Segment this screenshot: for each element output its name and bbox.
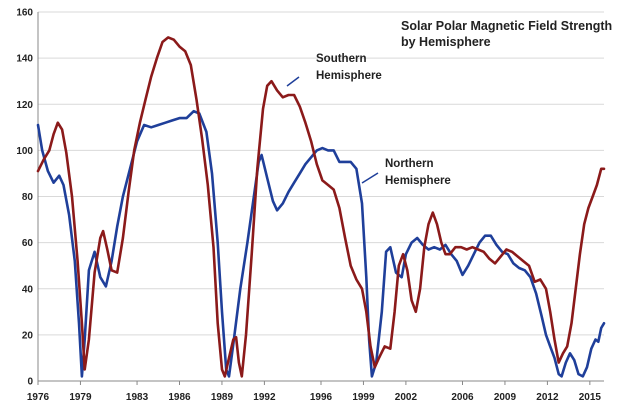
y-tick-label: 100 <box>16 146 33 157</box>
y-tick-label: 40 <box>22 284 34 295</box>
y-tick-label: 80 <box>22 192 34 203</box>
axes <box>37 12 604 385</box>
northern-hemisphere-pointer <box>361 172 379 184</box>
x-tick-label: 1979 <box>69 392 92 403</box>
southern-hemisphere-label-line1: Southern <box>316 53 366 65</box>
x-tick-label: 1992 <box>253 392 276 403</box>
chart-title-line2: by Hemisphere <box>401 35 491 49</box>
y-tick-label: 20 <box>22 330 34 341</box>
northern-hemisphere-line <box>36 109 606 378</box>
x-tick-label: 2012 <box>536 392 559 403</box>
gridlines <box>38 11 604 336</box>
x-tick-label: 1996 <box>310 392 333 403</box>
x-tick-label: 1983 <box>126 392 149 403</box>
y-tick-label: 140 <box>16 54 33 65</box>
x-tick-label: 2006 <box>451 392 474 403</box>
northern-hemisphere-label-line2: Hemisphere <box>385 175 451 187</box>
southern-hemisphere-pointer <box>286 76 300 87</box>
x-tick-label: 1976 <box>27 392 50 403</box>
y-tick-label: 160 <box>16 8 33 19</box>
y-tick-label: 0 <box>27 377 33 388</box>
northern-hemisphere-label-line1: Northern <box>385 158 434 170</box>
x-tick-label: 1999 <box>352 392 375 403</box>
southern-hemisphere-label-line2: Hemisphere <box>316 70 382 82</box>
x-tick-label: 2015 <box>579 392 602 403</box>
x-tick-labels: 1976 1979 1983 1986 1989 1992 1996 1999 2002 2006… <box>27 392 602 403</box>
chart-title: Solar Polar Magnetic Field Strength by H… <box>401 19 612 49</box>
series-lines <box>36 36 606 378</box>
x-tick-label: 2002 <box>395 392 418 403</box>
y-tick-labels: 0 20 40 60 80 100 120 140 160 <box>16 8 33 388</box>
chart-title-line1: Solar Polar Magnetic Field Strength <box>401 19 612 33</box>
x-tick-label: 1989 <box>211 392 234 403</box>
y-tick-label: 120 <box>16 100 33 111</box>
annotations: Southern Hemisphere Northern Hemisphere <box>286 53 451 187</box>
x-tick-label: 1986 <box>168 392 191 403</box>
y-tick-label: 60 <box>22 238 34 249</box>
southern-hemisphere-line <box>36 36 606 378</box>
x-tick-label: 2009 <box>494 392 517 403</box>
